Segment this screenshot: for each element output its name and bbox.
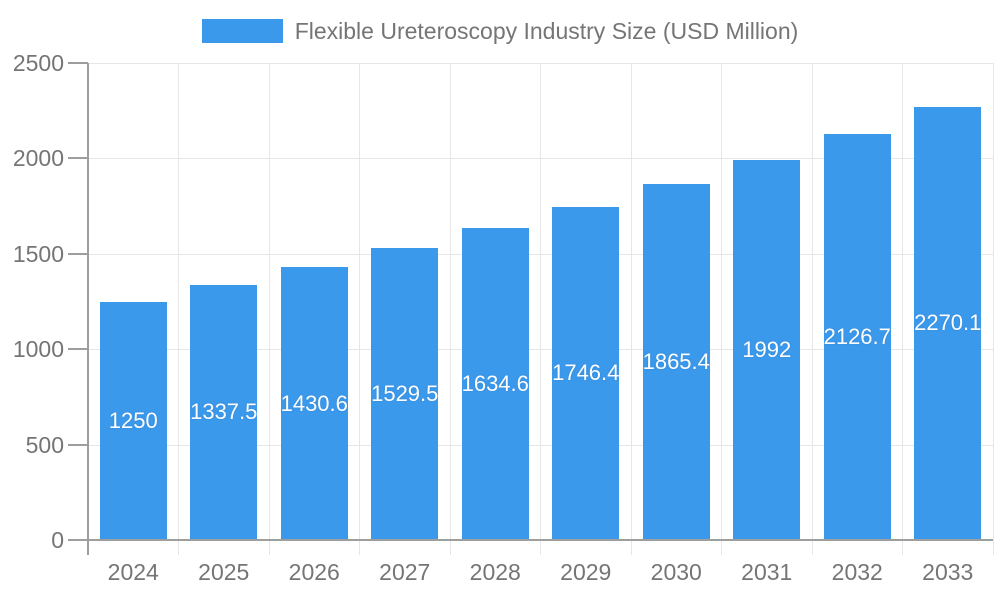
x-axis-label-2031: 2031 <box>741 559 793 585</box>
gridline-x-3 <box>359 63 360 555</box>
y-tick-1000 <box>68 348 88 351</box>
y-tick-1500 <box>68 252 88 255</box>
x-axis-label-2027: 2027 <box>379 559 431 585</box>
legend-label: Flexible Ureteroscopy Industry Size (USD… <box>294 18 799 44</box>
bar-2024[interactable]: 1250 <box>99 301 167 540</box>
bar-value-label-2029: 1746.4 <box>552 360 620 386</box>
x-axis-label-2033: 2033 <box>922 559 974 585</box>
gridline-x-7 <box>721 63 722 555</box>
x-axis-label-2024: 2024 <box>107 559 159 585</box>
gridline-x-5 <box>540 63 541 555</box>
bar-2029[interactable]: 1746.4 <box>552 206 620 540</box>
bar-value-label-2026: 1430.6 <box>280 390 348 416</box>
x-axis-label-2029: 2029 <box>560 559 612 585</box>
y-axis-label-2000: 2000 <box>12 145 64 172</box>
gridline-x-8 <box>811 63 813 555</box>
y-tick-0 <box>68 539 88 541</box>
bar-value-label-2028: 1634.6 <box>461 371 529 397</box>
bar-value-label-2030: 1865.4 <box>642 349 710 375</box>
bar-2032[interactable]: 2126.7 <box>823 134 891 540</box>
y-axis-label-500: 500 <box>25 431 64 458</box>
legend-swatch <box>201 19 283 43</box>
bar-value-label-2024: 1250 <box>108 407 158 433</box>
x-axis-label-2032: 2032 <box>831 559 883 585</box>
bar-2027[interactable]: 1529.5 <box>371 248 439 540</box>
y-axis-label-1500: 1500 <box>12 240 64 267</box>
bar-2025[interactable]: 1337.5 <box>190 284 258 540</box>
y-tick-2500 <box>68 62 88 64</box>
x-axis-label-2028: 2028 <box>469 559 521 585</box>
bar-value-label-2032: 2126.7 <box>823 324 891 350</box>
y-axis-line <box>87 63 89 555</box>
bar-2026[interactable]: 1430.6 <box>280 267 348 540</box>
x-axis-label-2025: 2025 <box>198 559 250 585</box>
y-tick-2000 <box>68 157 88 160</box>
y-axis-label-1000: 1000 <box>12 336 64 363</box>
gridline-x-1 <box>178 63 179 555</box>
gridline-x-6 <box>630 63 632 555</box>
plot-area: 0 500 1000 1500 2000 2500 1250 1337.5 1430.6 1529… <box>13 50 994 585</box>
x-axis-baseline <box>88 539 993 541</box>
y-axis-label-2500: 2500 <box>12 50 64 76</box>
bar-2028[interactable]: 1634.6 <box>461 228 529 540</box>
bar-value-label-2031: 1992 <box>742 336 792 362</box>
bar-value-label-2025: 1337.5 <box>190 399 258 425</box>
gridline-x-10 <box>992 63 994 555</box>
y-axis-label-0: 0 <box>51 527 64 553</box>
bar-value-label-2033: 2270.1 <box>914 310 982 336</box>
gridline-x-2 <box>268 63 270 555</box>
legend-item[interactable]: Flexible Ureteroscopy Industry Size (USD… <box>0 19 1000 43</box>
bar-2031[interactable]: 1992 <box>733 159 801 540</box>
y-tick-500 <box>68 443 88 446</box>
bar-2033[interactable]: 2270.1 <box>914 106 982 540</box>
bar-value-label-2027: 1529.5 <box>371 381 439 407</box>
bar-2030[interactable]: 1865.4 <box>642 184 710 540</box>
gridline-x-9 <box>902 63 903 555</box>
x-axis-label-2030: 2030 <box>650 559 702 585</box>
x-axis-label-2026: 2026 <box>288 559 340 585</box>
gridline-x-4 <box>449 63 451 555</box>
